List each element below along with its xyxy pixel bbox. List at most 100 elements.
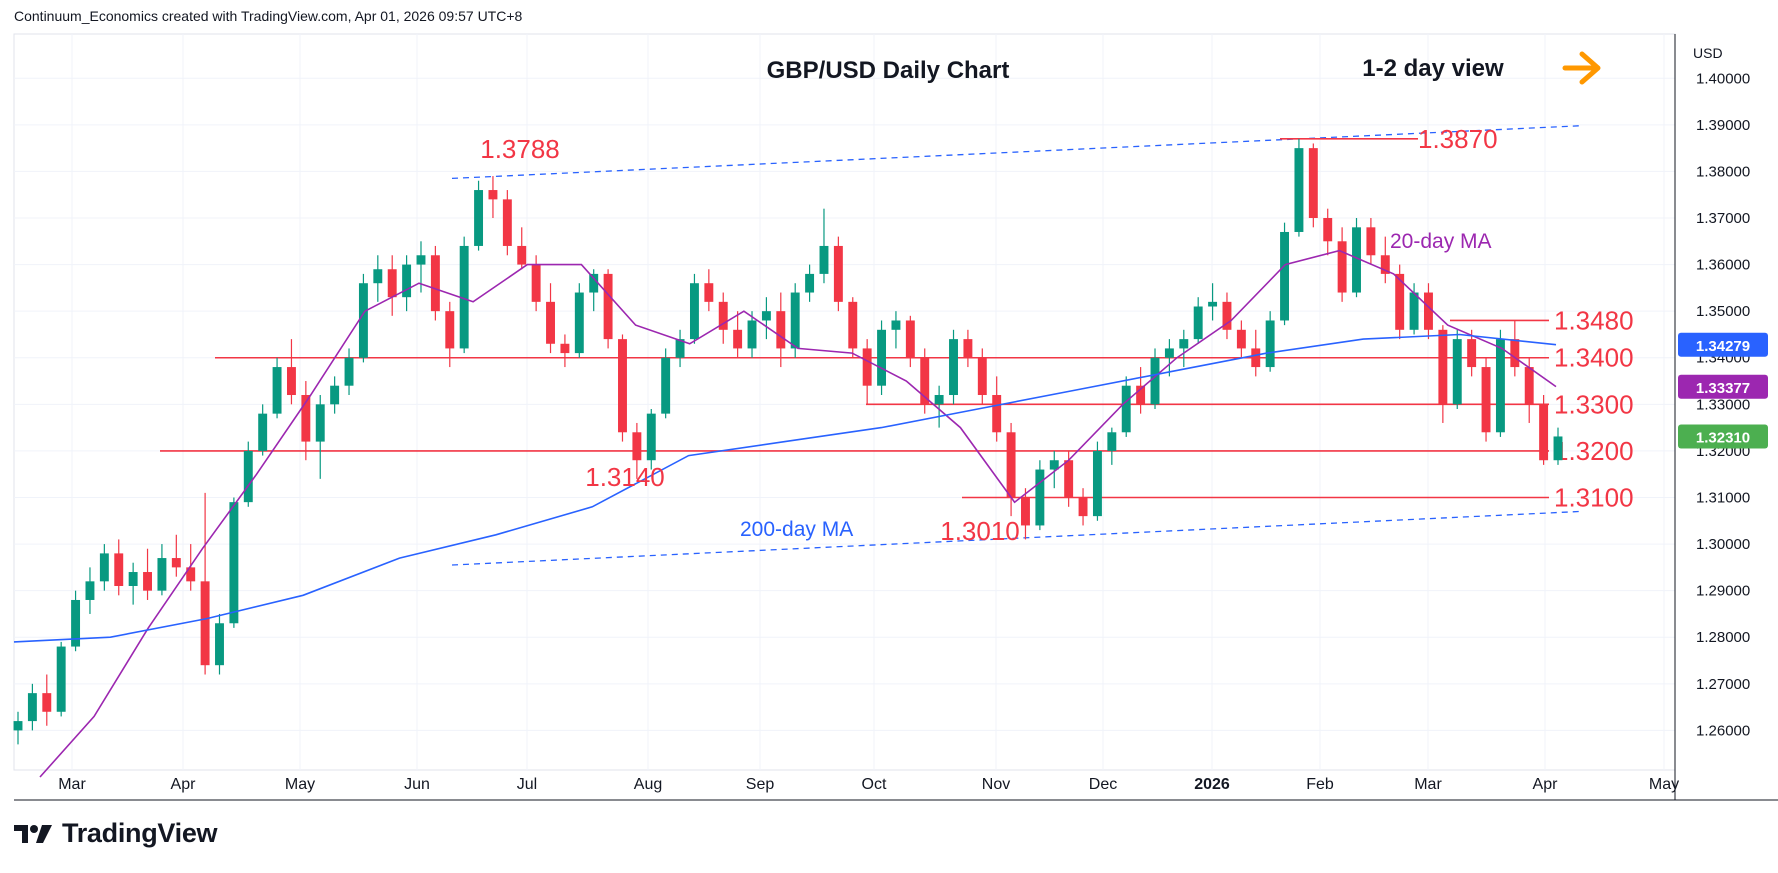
chart-annotations: 20-day MA 200-day MA 1.3788 1.3140 1.3010 <box>480 134 1491 546</box>
x-tick-label: Jul <box>517 776 537 793</box>
candle-body <box>301 395 311 442</box>
level-label: 1.3300 <box>1554 389 1634 419</box>
candle-body <box>1395 273 1405 330</box>
candle-body <box>286 367 296 396</box>
candle-body <box>1553 436 1563 461</box>
candle-body <box>1208 301 1218 307</box>
price-axis: 1.26000 1.27000 1.28000 1.29000 1.30000 1.310… <box>1674 34 1768 800</box>
candle-body <box>747 320 757 349</box>
y-tick-label: 1.40000 <box>1696 70 1750 87</box>
lower-channel-line <box>451 510 1581 566</box>
candle-body <box>1265 320 1275 368</box>
candle-body <box>776 311 786 349</box>
candle-body <box>905 320 915 358</box>
candle-body <box>1236 329 1246 349</box>
candle-body <box>258 413 268 451</box>
y-tick-label: 1.26000 <box>1696 722 1750 739</box>
candle-body <box>1323 218 1333 242</box>
candle-body <box>358 283 368 358</box>
candle-body <box>949 339 958 396</box>
candle-body <box>790 292 800 349</box>
candle-body <box>13 721 23 731</box>
arrow-right-icon <box>1562 51 1601 85</box>
candle-body <box>272 367 282 414</box>
ma20-price-tag <box>1678 374 1768 399</box>
candle-body <box>1294 148 1304 232</box>
y-tick-label: 1.30000 <box>1696 536 1750 553</box>
y-tick-label: 1.28000 <box>1696 629 1750 646</box>
candle-body <box>99 553 109 582</box>
candlestick-series <box>13 138 1563 745</box>
candle-body <box>819 245 829 274</box>
candle-body <box>1035 469 1045 526</box>
candle-body <box>502 199 512 246</box>
candle-body <box>1510 339 1520 368</box>
moving-averages <box>13 249 1557 778</box>
candle-body <box>934 395 944 405</box>
candle-body <box>1164 348 1174 358</box>
candle-body <box>1049 460 1059 470</box>
y-tick-label: 1.35000 <box>1696 303 1750 320</box>
swing-label: 1.3788 <box>480 134 560 164</box>
candle-body <box>877 329 887 386</box>
ma200-line <box>13 333 1557 643</box>
candle-body <box>618 339 627 433</box>
x-tick-label: Apr <box>171 776 197 793</box>
y-tick-label: 1.31000 <box>1696 489 1750 506</box>
candle-body <box>1409 292 1419 330</box>
candle-body <box>387 269 397 298</box>
tradingview-logo[interactable]: TradingView <box>14 818 218 849</box>
x-tick-label: Sep <box>746 776 775 793</box>
x-tick-label: Nov <box>982 776 1010 793</box>
candle-body <box>1251 348 1261 368</box>
level-label: 1.3200 <box>1554 436 1634 466</box>
candle-body <box>71 599 81 647</box>
candle-body <box>1021 497 1030 526</box>
candle-body <box>1380 255 1390 274</box>
level-label: 1.3400 <box>1554 343 1634 373</box>
y-tick-label: 1.33000 <box>1696 396 1750 413</box>
ma200-price-tag-text: 1.34279 <box>1696 338 1750 355</box>
x-tick-label: Oct <box>862 776 887 793</box>
x-tick-label: Dec <box>1089 776 1117 793</box>
upper-channel-line <box>451 125 1581 180</box>
candle-body <box>560 343 570 354</box>
candle-body <box>977 357 987 396</box>
candle-body <box>1078 497 1088 517</box>
candle-body <box>171 558 181 568</box>
candle-body <box>1524 367 1534 405</box>
candle-body <box>1337 241 1347 293</box>
candle-body <box>229 502 239 624</box>
candle-body <box>1222 301 1232 330</box>
candle-body <box>661 357 671 414</box>
view-horizon-label: 1-2 day view <box>1362 55 1504 82</box>
candle-body <box>1107 432 1117 451</box>
candle-body <box>574 292 584 354</box>
candle-body <box>1467 339 1477 368</box>
candle-body <box>689 283 699 340</box>
y-tick-label: 1.29000 <box>1696 583 1750 600</box>
candle-body <box>416 255 426 265</box>
candle-body <box>459 245 469 349</box>
y-tick-label: 1.39000 <box>1696 117 1750 134</box>
candle-body <box>1452 339 1462 405</box>
candle-body <box>1481 367 1491 433</box>
candle-body <box>1136 385 1146 405</box>
ma20-line <box>39 249 1557 778</box>
x-tick-label: Apr <box>1533 776 1559 793</box>
x-tick-label: Mar <box>1414 776 1442 793</box>
candle-body <box>646 413 656 461</box>
y-tick-label: 1.37000 <box>1696 210 1750 227</box>
candle-body <box>373 269 383 284</box>
ma200-label: 200-day MA <box>740 518 853 541</box>
support-resistance-levels: 1.3870 1.3480 1.3400 1.3300 1.3200 1.3100 <box>160 124 1634 512</box>
candle-body <box>1424 292 1433 330</box>
candle-body <box>1006 432 1016 498</box>
candle-body <box>128 572 138 586</box>
chart-title: GBP/USD Daily Chart <box>767 57 1010 84</box>
candle-body <box>1366 227 1376 256</box>
candle-body <box>704 283 714 302</box>
ma200-price-tag <box>1678 332 1768 357</box>
candle-body <box>517 245 527 265</box>
